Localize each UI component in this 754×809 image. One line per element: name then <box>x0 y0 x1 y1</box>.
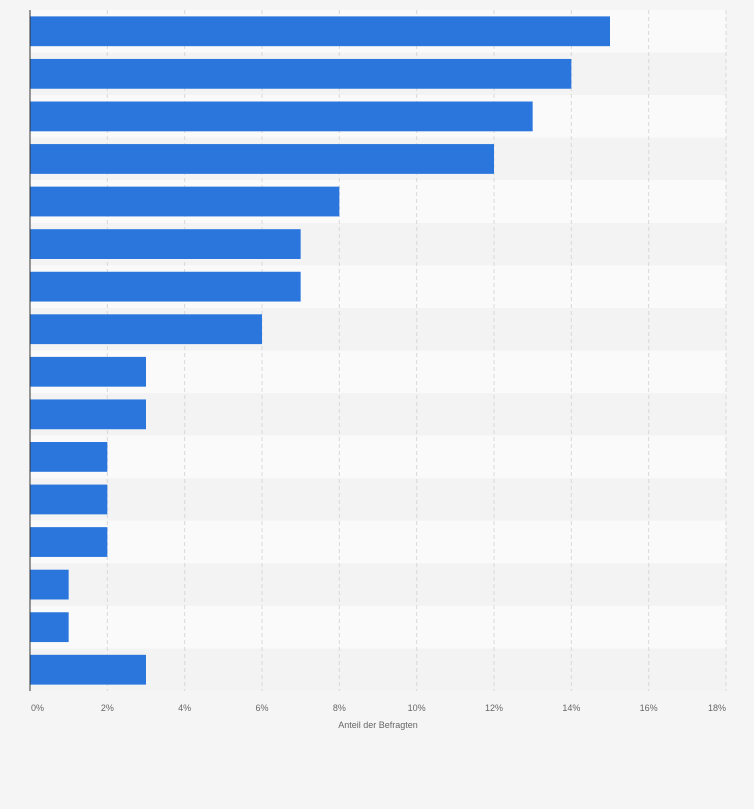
x-tick-label: 10% <box>408 703 426 713</box>
x-tick-label: 14% <box>562 703 580 713</box>
x-tick-label: 16% <box>640 703 658 713</box>
x-tick-label: 2% <box>101 703 114 713</box>
row-band <box>30 520 726 564</box>
bar-16[interactable] <box>30 654 146 685</box>
x-tick-label: 6% <box>255 703 268 713</box>
bar-10[interactable] <box>30 399 146 430</box>
bar-12[interactable] <box>30 484 108 515</box>
x-tick-label: 12% <box>485 703 503 713</box>
row-band <box>30 435 726 479</box>
bar-14[interactable] <box>30 569 69 600</box>
bar-7[interactable] <box>30 271 301 302</box>
row-band <box>30 478 726 521</box>
bar-4[interactable] <box>30 144 494 174</box>
bar-8[interactable] <box>30 314 262 345</box>
x-tick-label: 4% <box>178 703 191 713</box>
bar-2[interactable] <box>30 58 572 89</box>
bar-1[interactable] <box>30 16 610 47</box>
row-band <box>30 605 726 649</box>
bar-15[interactable] <box>30 612 69 643</box>
bar-13[interactable] <box>30 527 108 557</box>
bar-3[interactable] <box>30 101 533 132</box>
bar-5[interactable] <box>30 186 340 217</box>
row-band <box>30 563 726 606</box>
x-tick-label: 0% <box>31 703 44 713</box>
bar-6[interactable] <box>30 229 301 259</box>
bars <box>30 16 610 685</box>
x-axis-title: Anteil der Befragten <box>338 720 418 730</box>
bar-9[interactable] <box>30 356 146 387</box>
bar-11[interactable] <box>30 442 108 472</box>
x-tick-label: 8% <box>333 703 346 713</box>
x-tick-label: 18% <box>708 703 726 713</box>
x-axis-ticks: 0% 2% 4% 6% 8% 10% 12% 14% 16% 18% <box>31 703 726 713</box>
